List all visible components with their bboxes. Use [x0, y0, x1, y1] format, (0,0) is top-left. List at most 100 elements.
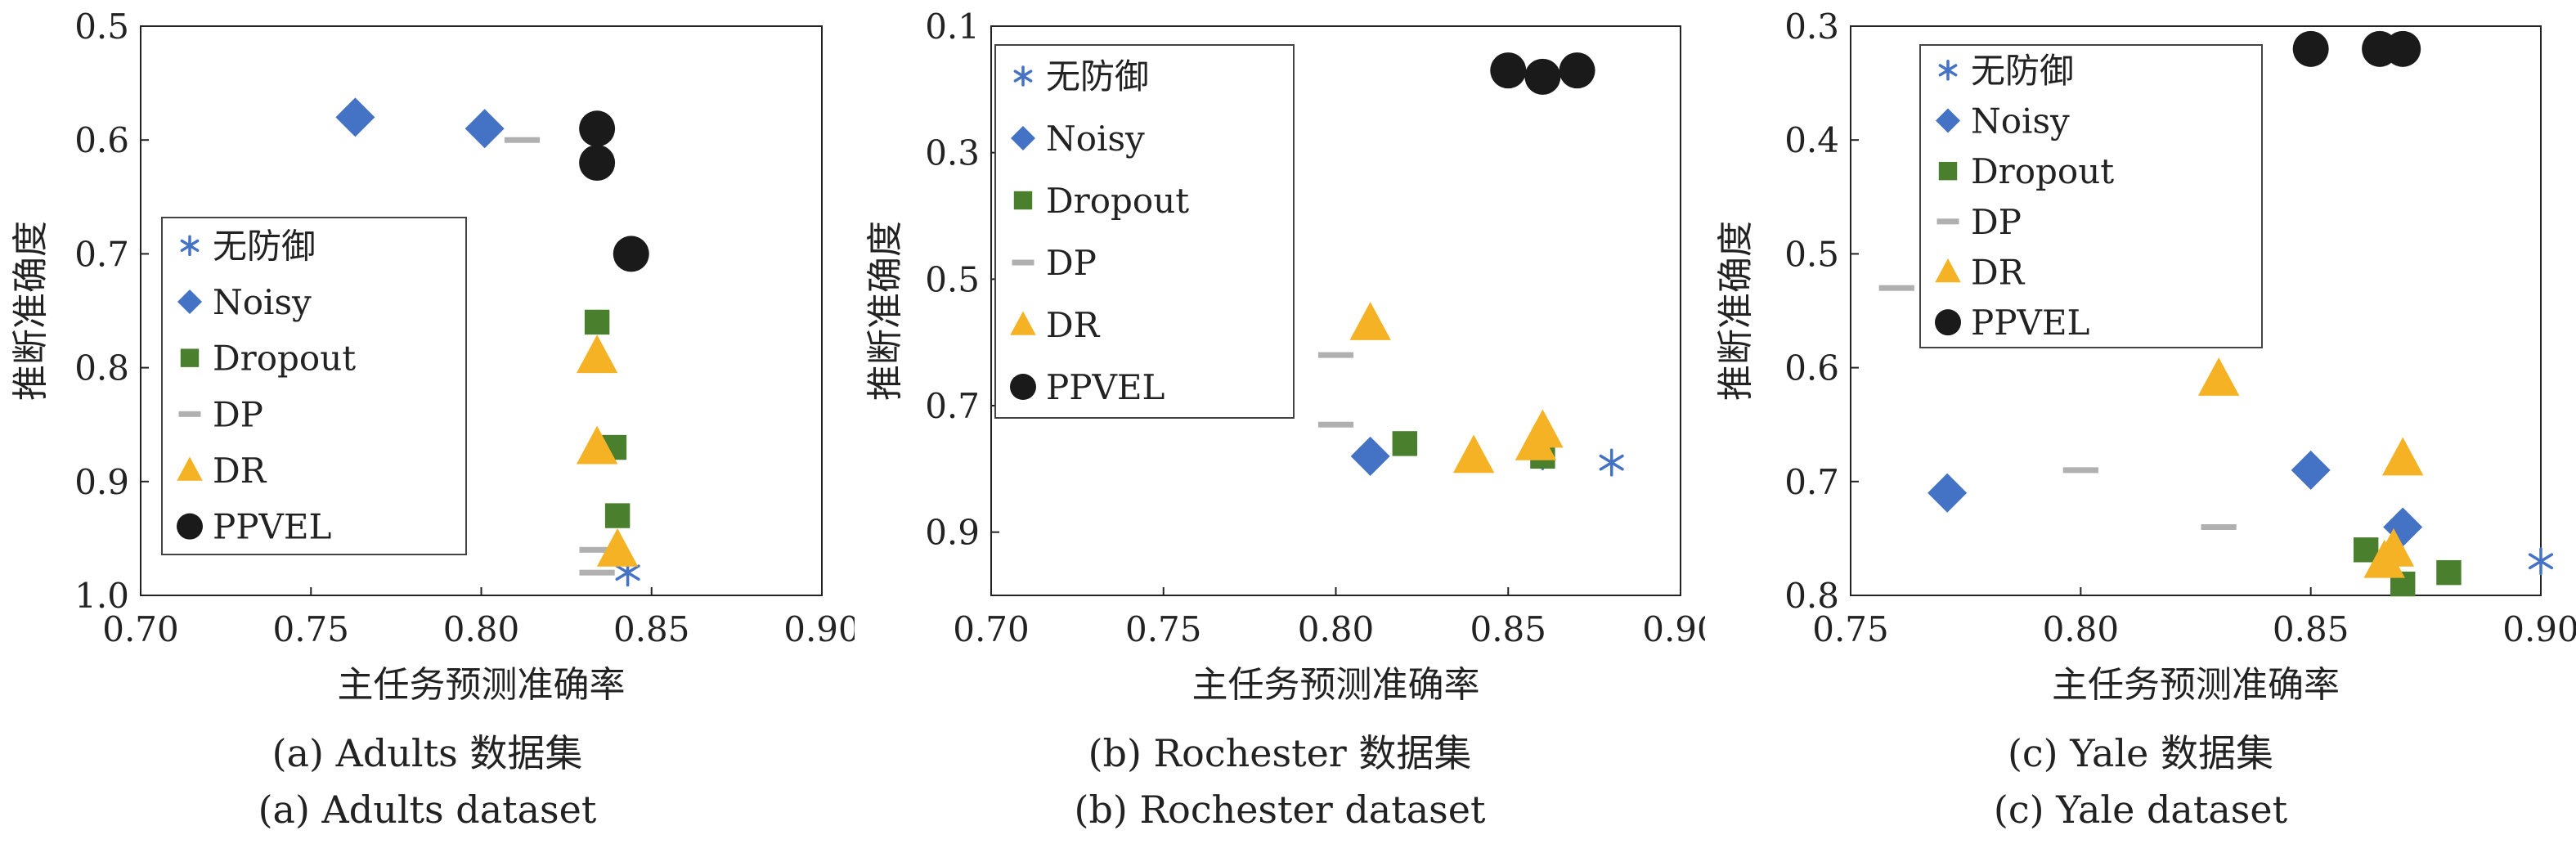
caption-a-cn: (a) Adults 数据集: [272, 731, 583, 775]
legend-marker-dp: [1012, 259, 1034, 266]
legend-marker-dp: [178, 411, 201, 417]
legend-label-dropout: Dropout: [213, 339, 356, 379]
caption-b-en: (b) Rochester dataset: [1074, 788, 1486, 832]
legend-label-ppvel: PPVEL: [213, 507, 331, 547]
legend-label-no-defense: 无防御: [213, 226, 316, 266]
x-tick-label: 0.75: [1125, 609, 1202, 649]
point-noisy: [464, 109, 505, 149]
y-tick-label: 0.3: [1784, 7, 1839, 47]
y-tick-label: 0.9: [74, 462, 129, 502]
point-dropout: [604, 503, 631, 528]
panel-b: 0.70 0.75 0.80 0.85 0.90 0.1 0.3 0.5 0.7 0.9 主任务预测…: [855, 0, 1705, 844]
x-tick-label: 0.90: [2502, 609, 2576, 649]
caption-a-en: (a) Adults dataset: [258, 788, 597, 832]
legend-marker-noisy: [1011, 126, 1035, 150]
point-noisy: [335, 97, 375, 137]
legend-label-noisy: Noisy: [1046, 119, 1145, 159]
x-tick-label: 0.80: [2043, 609, 2120, 649]
legend-marker-noisy: [177, 290, 202, 314]
legend-label-ppvel: PPVEL: [1046, 367, 1165, 407]
legend-box: [161, 217, 467, 555]
x-tick-label: 0.75: [1812, 609, 1889, 649]
y-tick-label: 1.0: [74, 576, 129, 616]
point-dropout: [2436, 559, 2462, 586]
legend-label-noisy: Noisy: [1971, 101, 2070, 141]
y-tick-label: 0.6: [1784, 348, 1839, 388]
point-dr: [1349, 302, 1391, 340]
x-axis-title: 主任务预测准确率: [1192, 664, 1480, 706]
point-ppvel: [613, 236, 649, 272]
y-tick-label: 0.6: [74, 120, 129, 160]
x-tick-label: 0.75: [272, 609, 349, 649]
x-tick-label: 0.90: [783, 609, 855, 649]
x-tick-label: 0.80: [443, 609, 520, 649]
point-ppvel: [579, 145, 616, 182]
y-axis-title: 推断准确度: [864, 221, 906, 401]
legend-marker-no-defense: [1938, 60, 1958, 81]
point-dropout: [1392, 431, 1417, 456]
caption-c-cn: (c) Yale 数据集: [2007, 731, 2274, 775]
legend-label-dp: DP: [1971, 202, 2022, 242]
legend-label-dr: DR: [213, 451, 267, 491]
legend-marker-ppvel: [1010, 374, 1036, 400]
point-dp: [579, 569, 615, 576]
point-noisy: [1350, 436, 1390, 476]
legend-box: [994, 44, 1295, 419]
legend-marker-no-defense: [180, 235, 200, 257]
point-ppvel: [1490, 52, 1527, 89]
point-noisy: [1928, 473, 1968, 513]
point-dp: [579, 546, 615, 553]
point-dp: [504, 137, 541, 143]
caption-c-en: (c) Yale dataset: [1993, 788, 2288, 832]
legend-marker-dropout: [180, 348, 200, 367]
x-tick-label: 0.80: [1298, 609, 1375, 649]
point-dp: [1317, 352, 1354, 358]
y-tick-label: 0.1: [925, 7, 980, 47]
legend-label-dr: DR: [1046, 305, 1101, 345]
y-tick-label: 0.5: [74, 7, 129, 47]
legend-label-dp: DP: [1046, 243, 1097, 283]
legend-marker-dr: [1010, 311, 1036, 335]
point-dp: [1878, 285, 1914, 291]
y-axis-title: 推断准确度: [1715, 221, 1757, 401]
legend-label-noisy: Noisy: [213, 282, 312, 322]
point-noisy: [2291, 450, 2331, 490]
legend-marker-dr: [177, 456, 203, 481]
point-dr: [576, 425, 618, 465]
point-dropout: [584, 309, 610, 335]
panel-c: 0.75 0.80 0.85 0.90 0.3 0.4 0.5 0.6 0.7 0.8 主任务预测准…: [1705, 0, 2576, 844]
point-dr: [2197, 357, 2240, 396]
y-tick-label: 0.7: [1784, 462, 1839, 502]
legend-box: [1919, 44, 2263, 348]
y-tick-label: 0.7: [925, 386, 980, 426]
x-tick-label: 0.70: [953, 609, 1030, 649]
x-tick-label: 0.85: [613, 609, 690, 649]
point-dr: [576, 334, 618, 374]
legend-marker-noisy: [1936, 108, 1960, 133]
legend-marker-ppvel: [177, 513, 203, 540]
point-ppvel: [2292, 30, 2329, 67]
x-tick-label: 0.85: [2273, 609, 2349, 649]
chart-b: 0.70 0.75 0.80 0.85 0.90 0.1 0.3 0.5 0.7 0.9 主任务预测…: [864, 7, 1705, 706]
y-tick-label: 0.5: [925, 259, 980, 299]
legend-marker-dropout: [1938, 161, 1958, 181]
point-dr: [2382, 437, 2424, 476]
x-tick-label: 0.85: [1470, 609, 1546, 649]
legend-label-dropout: Dropout: [1046, 181, 1189, 221]
x-tick-label: 0.90: [1642, 609, 1705, 649]
legend-marker-ppvel: [1935, 309, 1961, 336]
y-tick-label: 0.4: [1784, 120, 1839, 160]
legend-label-dr: DR: [1971, 253, 2026, 293]
legend-marker-dr: [1935, 258, 1961, 283]
point-ppvel: [1524, 58, 1561, 95]
point-dp: [2201, 523, 2237, 530]
chart-c: 0.75 0.80 0.85 0.90 0.3 0.4 0.5 0.6 0.7 0.8 主任务预测准…: [1715, 7, 2576, 706]
x-axis-title: 主任务预测准确率: [2052, 664, 2340, 706]
point-ppvel: [1559, 52, 1595, 89]
point-dr: [1522, 409, 1564, 448]
caption-b-cn: (b) Rochester 数据集: [1088, 731, 1472, 775]
legend-label-no-defense: 无防御: [1046, 56, 1149, 97]
point-dr: [2372, 528, 2415, 567]
point-dp: [2062, 467, 2098, 474]
y-tick-label: 0.8: [74, 348, 129, 388]
